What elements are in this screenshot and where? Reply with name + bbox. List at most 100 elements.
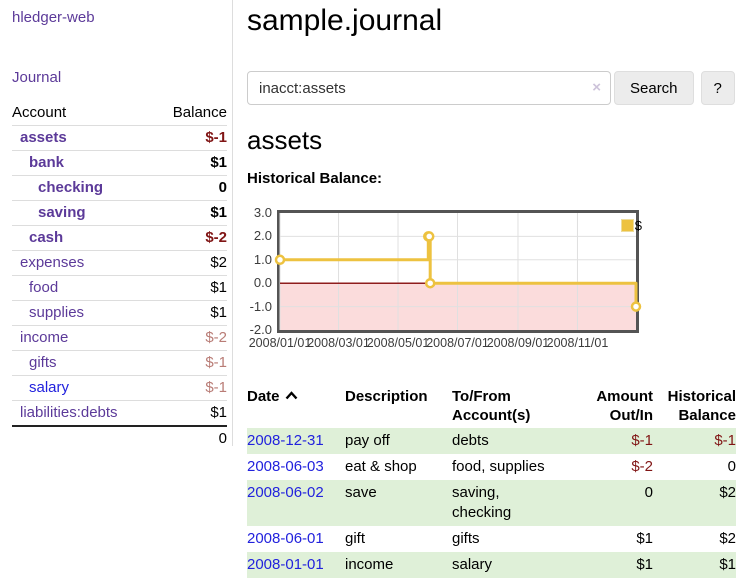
account-link[interactable]: assets	[20, 129, 67, 146]
chart-legend: $	[620, 218, 642, 233]
account-link[interactable]: salary	[29, 379, 70, 396]
account-row: supplies $1	[12, 300, 227, 326]
page-title: sample.journal	[247, 4, 443, 37]
account-link[interactable]: liabilities:debts	[20, 404, 118, 421]
account-link[interactable]: cash	[29, 229, 64, 246]
account-link[interactable]: food	[29, 279, 59, 296]
account-balance: $1	[154, 400, 227, 426]
account-link[interactable]: supplies	[29, 304, 85, 321]
account-row: checking 0	[12, 175, 227, 201]
account-balance: $-2	[154, 325, 227, 351]
account-link[interactable]: gifts	[29, 354, 57, 371]
legend-swatch-icon	[620, 219, 634, 232]
transaction-date-link[interactable]: 2008-06-03	[247, 458, 324, 475]
x-axis-tick-label: 2008/07/01	[426, 336, 489, 350]
transaction-accounts: saving, checking	[452, 484, 512, 521]
account-row: food $1	[12, 275, 227, 301]
transaction-balance: $1	[719, 556, 736, 573]
transaction-description: pay off	[345, 432, 390, 449]
register-header-description: Description	[345, 388, 428, 405]
y-axis-tick-label: 3.0	[253, 205, 272, 220]
sidebar: hledger-web Journal Account Balance asse…	[0, 0, 233, 451]
sort-ascending-icon	[285, 391, 297, 400]
transaction-accounts: gifts	[452, 530, 480, 547]
data-point-marker[interactable]	[423, 231, 435, 242]
register-row[interactable]: 2008-01-01 income salary $1 $1	[247, 552, 736, 578]
transaction-amount: $1	[636, 556, 653, 573]
register-header-amount: Amount Out/In	[596, 388, 653, 424]
account-link[interactable]: income	[20, 329, 69, 346]
register-header-balance: Historical Balance	[667, 388, 736, 424]
data-point-marker[interactable]	[274, 254, 286, 266]
x-axis-tick-label: 2008/09/01	[486, 336, 550, 350]
transaction-description: eat & shop	[345, 458, 417, 475]
account-row: income $-2	[12, 325, 227, 351]
transaction-date-link[interactable]: 2008-06-02	[247, 484, 324, 501]
register-row[interactable]: 2008-06-01 gift gifts $1 $2	[247, 526, 736, 552]
data-point-marker[interactable]	[630, 301, 642, 312]
transaction-balance: 0	[727, 458, 736, 475]
account-link[interactable]: bank	[29, 154, 65, 171]
register-header-date[interactable]: Date	[247, 385, 345, 428]
data-point-marker[interactable]	[424, 277, 436, 289]
y-axis-tick-label: 2.0	[253, 228, 272, 244]
account-row: salary $-1	[12, 375, 227, 401]
transaction-date-link[interactable]: 2008-01-01	[247, 556, 324, 573]
transaction-date-link[interactable]: 2008-12-31	[247, 432, 324, 449]
account-row: liabilities:debts $1	[12, 400, 227, 426]
search-box: ×	[247, 71, 611, 105]
help-button[interactable]: ?	[700, 71, 735, 105]
accounts-total-row: 0	[12, 425, 227, 451]
register-row[interactable]: 2008-12-31 pay off debts $-1 $-1	[247, 428, 736, 454]
search-input[interactable]	[247, 71, 611, 105]
account-row: assets $-1	[12, 125, 227, 151]
transaction-amount: 0	[644, 484, 653, 501]
account-row: gifts $-1	[12, 350, 227, 376]
historical-balance-chart[interactable]: $ 3.0 2.0 1.0 0.0 -1.0 -2.0 2008/01/01 2008/03/…	[249, 205, 642, 352]
legend-label: $	[634, 218, 642, 233]
transaction-amount: $-1	[631, 432, 653, 449]
accounts-header-balance: Balance	[154, 101, 227, 126]
account-row: saving $1	[12, 200, 227, 226]
register-table: Date Description To/From Account(s) Amou…	[247, 385, 736, 578]
transaction-date-link[interactable]: 2008-06-01	[247, 530, 324, 547]
main-content: sample.journal × Search ? assets Histori…	[247, 0, 736, 578]
y-axis-tick-label: -1.0	[249, 298, 272, 314]
search-button[interactable]: Search	[614, 71, 694, 105]
y-axis-tick-label: 1.0	[253, 251, 272, 267]
account-balance: $1	[154, 200, 227, 226]
clear-search-icon[interactable]: ×	[592, 79, 601, 96]
x-axis-tick-label: 2008/05/01	[366, 336, 430, 350]
account-balance: $2	[154, 250, 227, 276]
accounts-header-row: Account Balance	[12, 101, 227, 126]
account-link[interactable]: checking	[38, 179, 104, 196]
account-row: cash $-2	[12, 225, 227, 251]
account-link[interactable]: expenses	[20, 254, 85, 271]
chart-canvas	[274, 213, 642, 330]
account-balance: $1	[154, 150, 227, 176]
register-header-row: Date Description To/From Account(s) Amou…	[247, 385, 736, 428]
chart-plot-area[interactable]: $	[274, 210, 642, 333]
transaction-amount: $-2	[631, 458, 653, 475]
x-axis-tick-label: 2008/01/01	[248, 336, 312, 350]
account-balance: $-1	[154, 125, 227, 151]
search-form: × Search ?	[247, 71, 736, 105]
register-row[interactable]: 2008-06-03 eat & shop food, supplies $-2…	[247, 454, 736, 480]
accounts-total-spacer	[12, 425, 155, 451]
account-balance: $1	[154, 275, 227, 301]
account-balance: $-1	[154, 350, 227, 376]
transaction-description: income	[345, 556, 394, 573]
account-balance: 0	[154, 175, 227, 201]
accounts-header-account: Account	[12, 101, 155, 126]
account-balance: $-2	[154, 225, 227, 251]
register-row[interactable]: 2008-06-02 save saving, checking 0 $2	[247, 480, 736, 526]
account-link[interactable]: saving	[38, 204, 86, 221]
accounts-table: Account Balance assets $-1 bank $1 check…	[12, 101, 227, 451]
transaction-accounts: food, supplies	[452, 458, 545, 475]
y-axis-tick-label: 0.0	[253, 275, 272, 291]
account-page-title: assets	[247, 125, 323, 155]
register-header-accounts: To/From Account(s)	[452, 388, 531, 424]
sidebar-item-journal[interactable]: Journal	[12, 69, 62, 86]
brand-link[interactable]: hledger-web	[12, 9, 95, 26]
account-row: expenses $2	[12, 250, 227, 276]
